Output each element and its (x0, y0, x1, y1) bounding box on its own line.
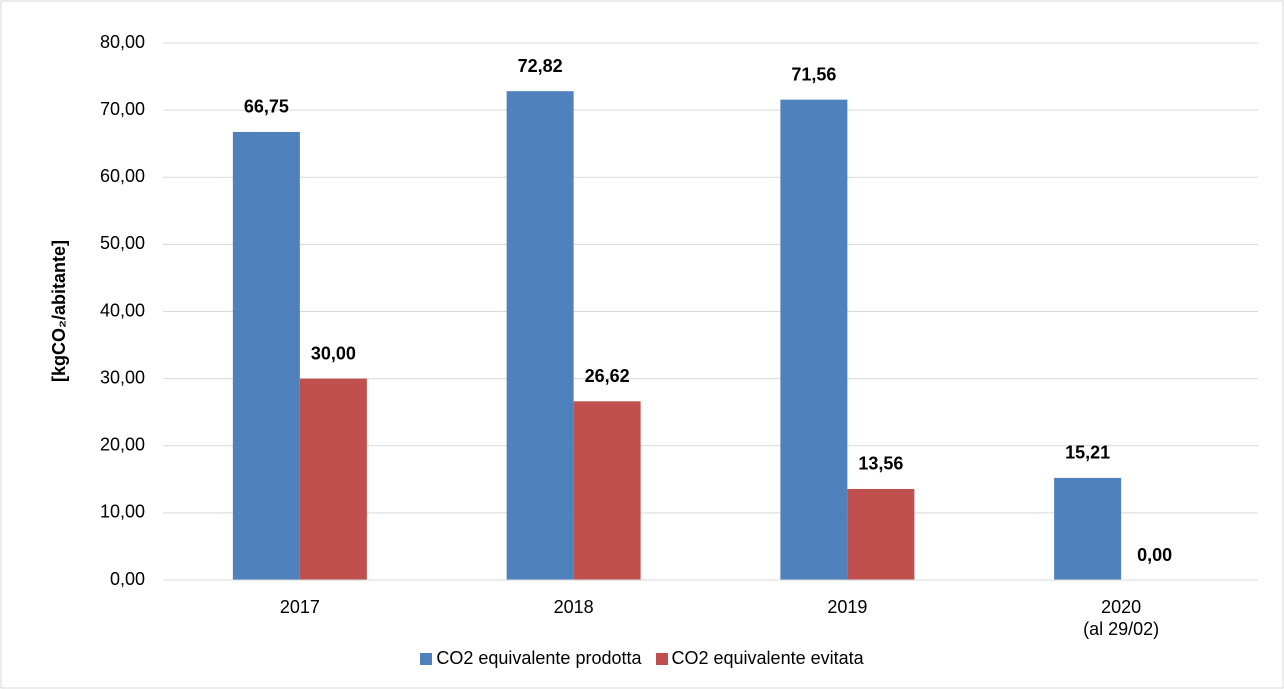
value-label: 30,00 (311, 343, 356, 363)
legend-item: CO2 equivalente prodotta (420, 648, 642, 669)
legend: CO2 equivalente prodotta CO2 equivalente … (0, 648, 1284, 669)
y-tick-label: 80,00 (100, 32, 145, 52)
legend-label: CO2 equivalente evitata (671, 648, 864, 668)
y-tick-label: 60,00 (100, 166, 145, 186)
legend-label: CO2 equivalente prodotta (436, 648, 642, 668)
y-tick-label: 70,00 (100, 99, 145, 119)
y-tick-label: 50,00 (100, 233, 145, 253)
legend-swatch (655, 652, 668, 665)
y-tick-label: 10,00 (100, 502, 145, 522)
value-label: 72,82 (518, 56, 563, 76)
bar (573, 401, 641, 580)
value-label: 15,21 (1065, 443, 1110, 463)
y-tick-label: 20,00 (100, 435, 145, 455)
legend-swatch (420, 652, 433, 665)
bar (1054, 477, 1122, 580)
bar (299, 378, 367, 580)
bar (847, 488, 915, 580)
bar (506, 91, 574, 581)
bar (780, 99, 848, 580)
y-tick-label: 40,00 (100, 300, 145, 320)
x-tick-label: 2018 (553, 597, 594, 617)
y-tick-label: 30,00 (100, 367, 145, 387)
value-label: 71,56 (791, 64, 836, 84)
y-tick-label: 0,00 (110, 569, 145, 589)
bar (232, 131, 300, 581)
value-label: 13,56 (858, 454, 903, 474)
value-label: 0,00 (1137, 545, 1172, 565)
value-label: 26,62 (585, 366, 630, 386)
x-tick-label: 2020 (al 29/02) (1083, 597, 1160, 639)
value-label: 66,75 (244, 97, 289, 117)
legend-item: CO2 equivalente evitata (655, 648, 864, 669)
y-axis-label: [kgCO₂/abitante] (49, 240, 69, 382)
x-tick-label: 2017 (279, 597, 320, 617)
x-tick-label: 2019 (827, 597, 868, 617)
